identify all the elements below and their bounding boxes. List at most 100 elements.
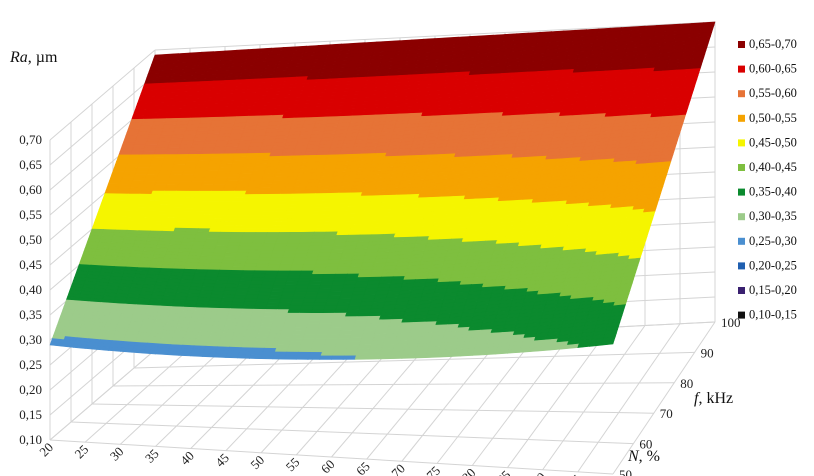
surface-patch: [191, 140, 206, 145]
surface-patch: [347, 195, 362, 201]
surface-patch: [310, 309, 325, 314]
surface-patch: [133, 141, 148, 146]
surface-patch: [208, 194, 223, 199]
surface-patch: [357, 273, 372, 278]
surface-patch: [252, 308, 267, 314]
x-tick-label: 80: [459, 465, 479, 476]
surface-patch: [249, 176, 264, 182]
surface-patch: [159, 167, 174, 172]
surface-patch: [224, 180, 239, 185]
surface-patch: [206, 235, 221, 240]
y-tick-label: 80: [680, 376, 693, 391]
surface-patch: [206, 269, 221, 274]
surface-patch: [134, 203, 149, 208]
surface-patch: [221, 225, 236, 230]
surface-patch: [302, 298, 317, 304]
surface-patch: [364, 251, 379, 257]
surface-patch: [310, 273, 325, 279]
surface-patch: [264, 344, 278, 349]
surface-patch: [200, 286, 215, 292]
surface-patch: [366, 209, 381, 214]
legend-swatch: [738, 114, 745, 122]
surface-patch: [251, 347, 266, 353]
surface-patch: [274, 207, 288, 212]
surface-patch: [273, 172, 288, 178]
surface-patch: [182, 134, 197, 139]
surface-patch: [257, 256, 272, 261]
surface-patch: [146, 203, 161, 209]
surface-patch: [235, 218, 250, 223]
z-tick-label: 0,45: [19, 257, 42, 272]
surface-patch: [316, 186, 330, 191]
surface-patch: [186, 190, 201, 195]
surface-patch: [304, 256, 319, 261]
surface-patch: [200, 150, 214, 155]
surface-patch: [202, 279, 217, 285]
surface-patch: [279, 224, 294, 230]
surface-patch: [328, 256, 342, 261]
surface-patch: [323, 235, 338, 240]
surface-patch: [166, 350, 181, 356]
surface-patch: [299, 309, 313, 314]
surface-patch: [168, 174, 183, 179]
surface-patch: [376, 287, 391, 292]
surface-patch: [173, 127, 188, 132]
surface-patch: [265, 162, 280, 168]
surface-patch: [283, 214, 298, 219]
surface-patch: [175, 187, 190, 192]
surface-patch: [258, 326, 272, 331]
surface-patch: [255, 159, 269, 164]
surface-patch: [176, 150, 191, 155]
surface-patch: [169, 170, 184, 175]
surface-patch: [331, 280, 346, 286]
surface-patch: [296, 210, 311, 216]
surface-patch: [342, 319, 357, 325]
surface-patch: [390, 315, 405, 320]
surface-patch: [220, 194, 234, 199]
surface-patch: [322, 238, 336, 243]
surface-patch: [333, 312, 347, 318]
surface-patch: [276, 235, 291, 240]
surface-patch: [222, 221, 237, 226]
surface-patch: [253, 340, 268, 345]
surface-patch: [162, 190, 177, 195]
surface-patch: [374, 329, 389, 335]
surface-patch: [320, 280, 334, 286]
surface-patch: [349, 262, 363, 268]
surface-patch: [228, 308, 243, 313]
surface-patch: [263, 169, 278, 175]
surface-patch: [190, 143, 205, 149]
surface-patch: [121, 173, 136, 178]
surface-patch: [335, 341, 350, 346]
surface-patch: [234, 221, 249, 226]
surface-patch: [332, 171, 347, 177]
surface-patch: [199, 153, 213, 158]
surface-patch: [151, 190, 165, 195]
surface-patch: [348, 301, 363, 307]
surface-patch: [171, 167, 185, 172]
grid-line-y: [70, 421, 634, 445]
surface-patch: [167, 210, 182, 216]
surface-patch: [261, 211, 275, 216]
surface-patch: [272, 284, 286, 289]
surface-patch: [221, 294, 236, 299]
surface-patch: [251, 238, 266, 244]
surface-patch: [553, 344, 568, 351]
surface-patch: [229, 166, 244, 172]
surface-patch: [338, 188, 353, 194]
surface-patch: [272, 319, 286, 325]
z-tick-label: 0,70: [19, 132, 42, 147]
surface-patch: [227, 139, 241, 145]
surface-patch: [203, 140, 218, 145]
surface-patch: [325, 192, 340, 198]
surface-patch: [328, 327, 343, 332]
surface-patch: [291, 259, 306, 265]
surface-patch: [371, 337, 386, 342]
surface-patch: [353, 323, 367, 328]
surface-patch: [332, 351, 346, 357]
grid-line-x: [612, 321, 716, 475]
grid-line-x: [471, 328, 576, 466]
surface-patch: [61, 342, 76, 348]
surface-patch: [341, 287, 355, 293]
surface-patch: [227, 276, 242, 282]
